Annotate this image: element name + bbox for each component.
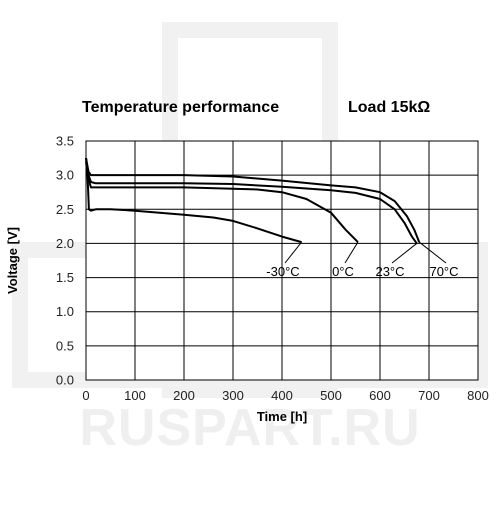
y-axis-title: Voltage [V] [5,227,20,294]
x-tick-label: 0 [82,388,89,403]
series-line [85,157,421,243]
chart-title: Temperature performance [82,99,279,116]
axis-ticks: 0 100 200 300 400 500 600 700 800 0.0 0.5 1.0 1.5 2.0… [56,134,489,404]
series-label-leader [284,241,302,264]
y-tick-label: 3.0 [56,168,74,183]
series-label-leader [344,241,359,264]
series-label: 70°C [429,264,458,279]
x-tick-label: 300 [222,388,244,403]
y-tick-label: 0.5 [56,338,74,353]
x-axis-title: Time [h] [257,409,307,424]
x-tick-label: 400 [271,388,293,403]
series-label: 0°C [332,264,354,279]
y-tick-label: 3.5 [56,134,74,149]
y-tick-label: 2.5 [56,202,74,217]
y-tick-label: 0.0 [56,373,74,388]
y-tick-label: 1.5 [56,270,74,285]
series-line [85,157,418,244]
series-labels: -30°C 0°C 23°C 70°C [266,241,459,279]
series-lines [85,157,421,244]
series-label: -30°C [266,264,299,279]
grid [86,141,478,380]
x-tick-label: 200 [173,388,195,403]
plot-frame [85,140,479,381]
chart-subtitle: Load 15kΩ [348,99,430,116]
series-label-leader [391,243,418,264]
x-tick-label: 700 [418,388,440,403]
series-label-leader [418,241,447,264]
series-line [85,161,302,244]
x-tick-label: 600 [369,388,391,403]
y-tick-label: 2.0 [56,236,74,251]
x-tick-label: 100 [124,388,146,403]
y-tick-label: 1.0 [56,304,74,319]
series-label: 23°C [375,264,404,279]
x-tick-label: 500 [320,388,342,403]
x-tick-label: 800 [467,388,489,403]
series-line [85,157,359,243]
svg-text:RUSPART.RU: RUSPART.RU [79,399,420,457]
